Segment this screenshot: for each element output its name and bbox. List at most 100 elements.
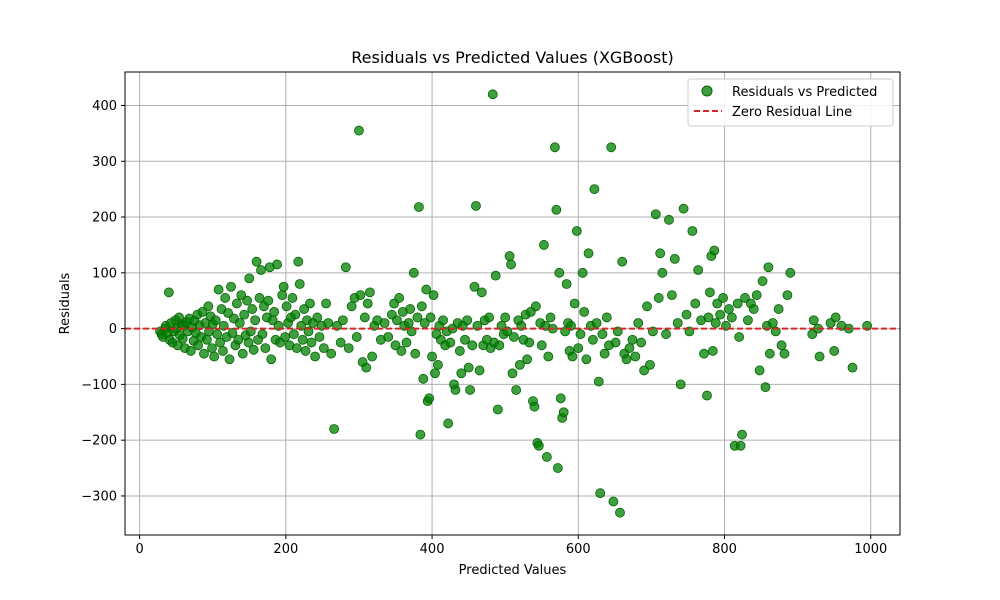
data-point [346, 301, 357, 312]
data-point [536, 340, 547, 351]
data-point [690, 298, 701, 309]
data-point [583, 248, 594, 259]
data-point [390, 340, 401, 351]
y-tick-label: −100 [81, 378, 117, 393]
data-point [639, 365, 650, 376]
data-point [709, 245, 720, 256]
legend-marker-points [701, 85, 713, 97]
y-tick-label: −300 [81, 489, 117, 504]
data-point [260, 343, 271, 354]
data-point [541, 452, 552, 462]
data-point [354, 125, 364, 136]
data-point [533, 440, 544, 451]
data-point [767, 318, 778, 328]
data-point [511, 385, 522, 395]
data-point [403, 318, 414, 328]
data-point [427, 351, 437, 362]
data-point [193, 340, 204, 351]
data-point [257, 329, 268, 340]
data-point [291, 343, 302, 354]
data-point [506, 259, 516, 270]
scatter-points [155, 89, 872, 518]
data-point [675, 379, 686, 390]
data-point [808, 315, 819, 326]
data-point [318, 343, 329, 354]
x-tick-label: 200 [273, 542, 298, 557]
data-point [244, 273, 255, 284]
data-point [355, 290, 366, 301]
data-point [710, 318, 721, 328]
data-point [757, 276, 768, 287]
x-tick-label: 0 [135, 542, 143, 557]
data-point [579, 306, 590, 317]
data-point [760, 382, 771, 393]
data-point [490, 270, 501, 281]
data-point [645, 359, 655, 370]
data-point [814, 351, 825, 362]
data-point [571, 226, 582, 236]
legend-label-points: Residuals vs Predicted [732, 85, 877, 100]
legend-box [687, 78, 894, 127]
data-point [650, 209, 661, 220]
data-point [754, 365, 765, 376]
data-point [504, 251, 515, 261]
data-point [312, 312, 323, 323]
x-axis-ticks: 0 200 400 600 800 1000 [135, 535, 887, 557]
data-point [509, 332, 519, 342]
data-point [340, 262, 351, 273]
data-point [365, 287, 375, 298]
y-tick-label: 400 [92, 99, 117, 114]
data-point [293, 256, 304, 267]
data-point [615, 507, 625, 518]
data-point [599, 348, 610, 359]
data-point [608, 496, 619, 507]
x-tick-label: 600 [566, 542, 591, 557]
data-point [233, 334, 244, 345]
data-point [726, 312, 737, 323]
data-point [581, 354, 592, 365]
data-point [484, 312, 495, 323]
data-point [294, 279, 305, 289]
data-point [669, 253, 680, 264]
data-point [467, 340, 478, 351]
data-point [266, 354, 277, 365]
data-point [779, 348, 790, 359]
data-point [424, 393, 435, 404]
data-point [782, 290, 793, 301]
data-point [561, 279, 572, 289]
y-tick-label: 300 [92, 155, 117, 170]
data-point [627, 334, 638, 345]
data-point [558, 407, 569, 418]
data-point [367, 351, 378, 362]
y-axis-ticks: −300 −200 −100 0 100 200 300 400 [81, 99, 125, 504]
data-point [250, 315, 261, 326]
data-point [687, 226, 698, 236]
data-point [610, 337, 621, 348]
data-point [394, 293, 405, 303]
data-point [450, 385, 461, 395]
data-point [203, 301, 214, 312]
data-point [412, 312, 423, 323]
data-point [220, 293, 231, 303]
data-point [212, 329, 223, 340]
data-point [414, 202, 424, 212]
data-point [314, 332, 325, 342]
data-point [567, 351, 578, 362]
data-point [707, 346, 718, 356]
data-point [433, 359, 443, 370]
data-point [237, 348, 248, 359]
data-point [751, 290, 762, 301]
data-point [748, 304, 759, 314]
data-point [555, 393, 566, 404]
data-point [361, 362, 372, 373]
y-tick-label: 100 [92, 266, 117, 281]
data-point [277, 290, 288, 301]
data-point [305, 298, 315, 309]
data-point [269, 306, 280, 317]
data-point [199, 348, 209, 359]
data-point [661, 329, 671, 340]
data-point [593, 376, 604, 387]
data-point [201, 334, 212, 345]
data-point [702, 390, 712, 401]
data-point [234, 318, 245, 328]
